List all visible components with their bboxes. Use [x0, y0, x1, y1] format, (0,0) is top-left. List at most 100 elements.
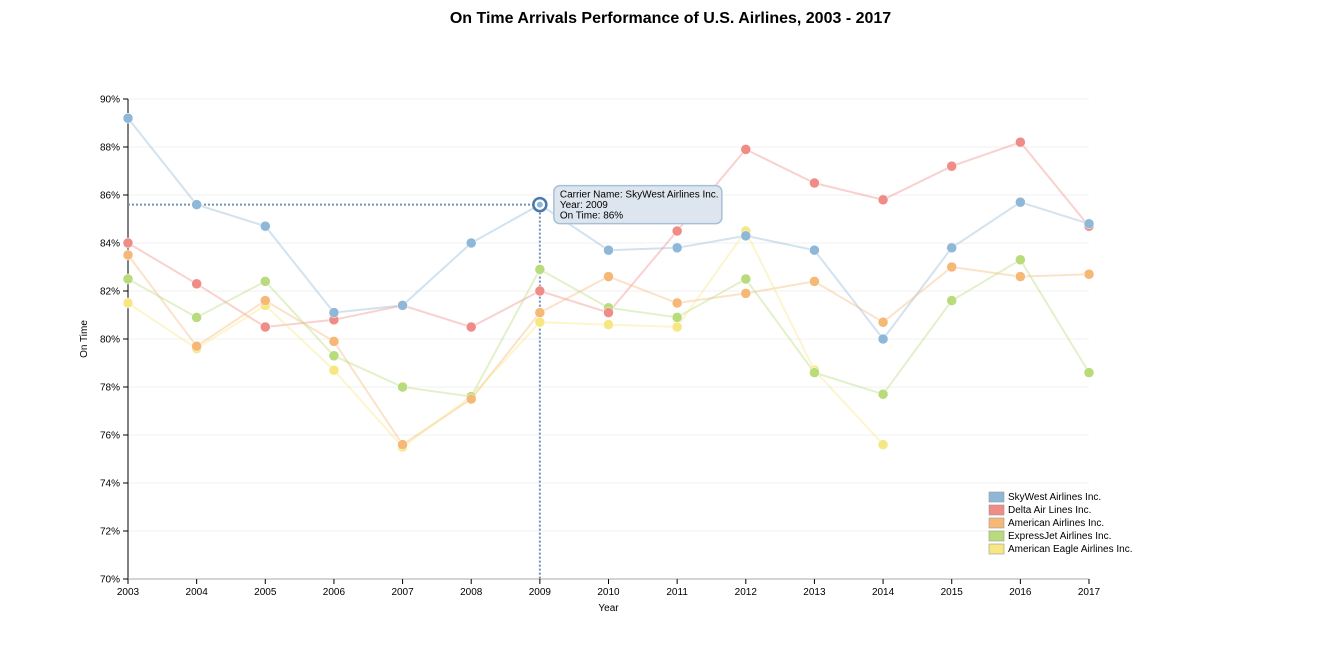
data-point	[740, 273, 752, 285]
data-point	[534, 264, 546, 275]
x-axis-label: Year	[598, 603, 619, 614]
legend-swatch	[988, 504, 1005, 516]
legend-label: American Airlines Inc.	[1008, 518, 1104, 529]
data-point	[671, 312, 683, 323]
data-point	[877, 388, 889, 400]
x-tick-label: 2017	[1078, 587, 1101, 598]
data-point	[465, 237, 477, 249]
chart-title: On Time Arrivals Performance of U.S. Air…	[449, 10, 892, 27]
data-point	[740, 144, 752, 155]
data-point	[397, 439, 408, 450]
x-tick-label: 2006	[323, 587, 346, 598]
tooltip-line: Carrier Name: SkyWest Airlines Inc.	[560, 190, 719, 201]
x-tick-label: 2011	[666, 587, 688, 598]
legend: SkyWest Airlines Inc. Delta Air Lines Inc…	[988, 491, 1133, 555]
data-point	[191, 199, 202, 210]
data-point	[946, 261, 957, 273]
data-point	[946, 160, 957, 172]
series-points	[122, 112, 1095, 453]
data-point	[260, 220, 271, 232]
x-tick-label: 2005	[254, 587, 277, 598]
highlight-dot	[536, 201, 543, 208]
data-point	[328, 350, 340, 362]
data-point	[122, 273, 134, 285]
series-line	[127, 229, 884, 449]
y-tick-label: 82%	[100, 287, 120, 298]
data-point	[260, 321, 271, 333]
x-tick-label: 2016	[1009, 587, 1032, 598]
data-point	[877, 194, 889, 206]
legend-label: ExpressJet Airlines Inc.	[1008, 531, 1111, 542]
data-point	[328, 307, 340, 318]
data-point	[671, 225, 683, 237]
data-point	[1083, 367, 1095, 378]
data-point	[122, 112, 134, 124]
axes: 70% 72% 74% 76% 78% 80% 82% 84% 86% 88% 90% 2003 200…	[100, 95, 1101, 599]
data-point	[122, 297, 134, 309]
data-point	[260, 276, 271, 287]
x-tick-label: 2015	[941, 587, 964, 598]
data-point	[328, 364, 340, 376]
data-point	[809, 367, 820, 378]
x-tick-label: 2003	[117, 587, 140, 598]
data-point	[671, 321, 683, 333]
series-lines	[127, 117, 1090, 449]
data-point	[465, 321, 477, 333]
data-point	[328, 336, 340, 347]
series-line	[127, 254, 1090, 446]
data-point	[1015, 136, 1026, 148]
legend-swatch	[988, 543, 1005, 555]
data-point	[1015, 271, 1026, 282]
y-tick-label: 90%	[100, 95, 120, 106]
legend-swatch	[988, 530, 1005, 542]
data-point	[946, 242, 957, 254]
data-point	[877, 333, 889, 345]
data-point	[1015, 196, 1026, 208]
data-point	[534, 307, 546, 318]
legend-label: SkyWest Airlines Inc.	[1008, 492, 1101, 503]
y-tick-label: 78%	[100, 383, 120, 394]
y-axis-label: On Time	[79, 320, 90, 358]
tooltip-line: Year: 2009	[560, 200, 608, 211]
data-point	[740, 288, 752, 299]
y-tick-label: 72%	[100, 527, 120, 538]
data-point	[877, 316, 889, 328]
data-point	[1015, 254, 1026, 266]
data-point	[603, 271, 614, 282]
y-tick-label: 86%	[100, 191, 120, 202]
x-tick-label: 2010	[597, 587, 620, 598]
y-tick-label: 88%	[100, 143, 120, 154]
data-point	[603, 319, 614, 330]
data-point	[1083, 218, 1095, 230]
data-point	[946, 295, 957, 306]
data-point	[809, 244, 820, 256]
y-tick-label: 76%	[100, 431, 120, 442]
data-point	[809, 276, 820, 287]
x-tick-label: 2014	[872, 587, 895, 598]
data-point	[671, 297, 683, 309]
data-point	[465, 393, 477, 405]
x-tick-label: 2007	[391, 587, 414, 598]
legend-swatch	[988, 491, 1005, 503]
x-tick-label: 2004	[186, 587, 209, 598]
legend-label: American Eagle Airlines Inc.	[1008, 544, 1133, 555]
data-point	[397, 300, 408, 311]
data-point	[122, 237, 134, 249]
x-tick-label: 2008	[460, 587, 483, 598]
data-point	[191, 312, 202, 323]
tooltip: Carrier Name: SkyWest Airlines Inc.Year:…	[532, 184, 723, 225]
data-point	[1083, 268, 1095, 280]
data-point	[809, 177, 820, 189]
data-point	[603, 307, 614, 318]
data-point	[603, 244, 614, 256]
tooltip-line: On Time: 86%	[560, 211, 623, 222]
data-point	[191, 278, 202, 290]
legend-label: Delta Air Lines Inc.	[1008, 505, 1091, 516]
y-tick-label: 74%	[100, 479, 120, 490]
legend-swatch	[988, 517, 1005, 529]
data-point	[740, 230, 752, 242]
data-point	[877, 439, 889, 450]
data-point	[191, 340, 202, 352]
y-tick-label: 80%	[100, 335, 120, 346]
